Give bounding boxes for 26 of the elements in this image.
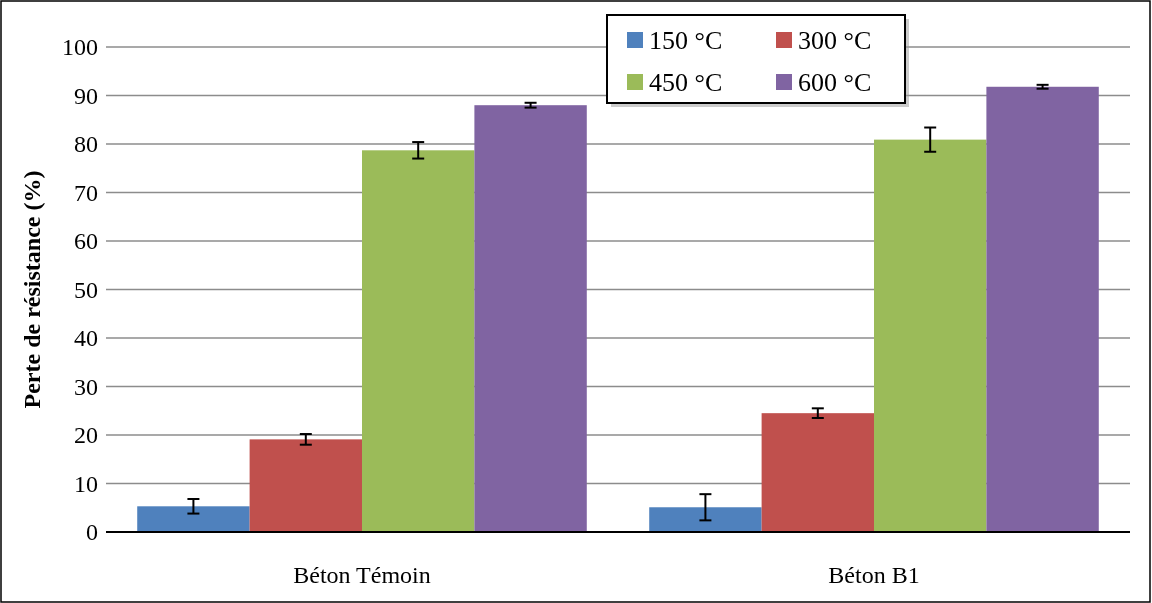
- y-tick-label: 60: [74, 228, 98, 255]
- y-tick-label: 0: [86, 519, 98, 546]
- y-tick-label: 100: [62, 34, 98, 61]
- legend-label: 600 °C: [798, 68, 872, 97]
- y-tick-label: 70: [74, 179, 98, 206]
- y-tick-label: 20: [74, 422, 98, 449]
- y-tick-label: 80: [74, 131, 98, 158]
- legend-label: 450 °C: [649, 68, 723, 97]
- bar: [249, 439, 362, 532]
- bar: [761, 413, 874, 532]
- bar: [362, 150, 475, 532]
- bar: [474, 105, 587, 532]
- bar: [649, 507, 762, 532]
- x-tick-label: Béton Témoin: [293, 562, 431, 588]
- bar: [137, 506, 250, 532]
- bar: [986, 86, 1099, 532]
- y-tick-label: 50: [74, 276, 98, 303]
- y-tick-label: 40: [74, 325, 98, 352]
- y-tick-label: 10: [74, 470, 98, 497]
- bar: [874, 139, 987, 532]
- y-tick-label: 30: [74, 373, 98, 400]
- legend-label: 300 °C: [798, 26, 872, 55]
- y-axis-title: Perte de résistance (%): [19, 170, 45, 409]
- x-tick-label: Béton B1: [828, 562, 920, 588]
- y-tick-label: 90: [74, 82, 98, 109]
- legend-label: 150 °C: [649, 26, 723, 55]
